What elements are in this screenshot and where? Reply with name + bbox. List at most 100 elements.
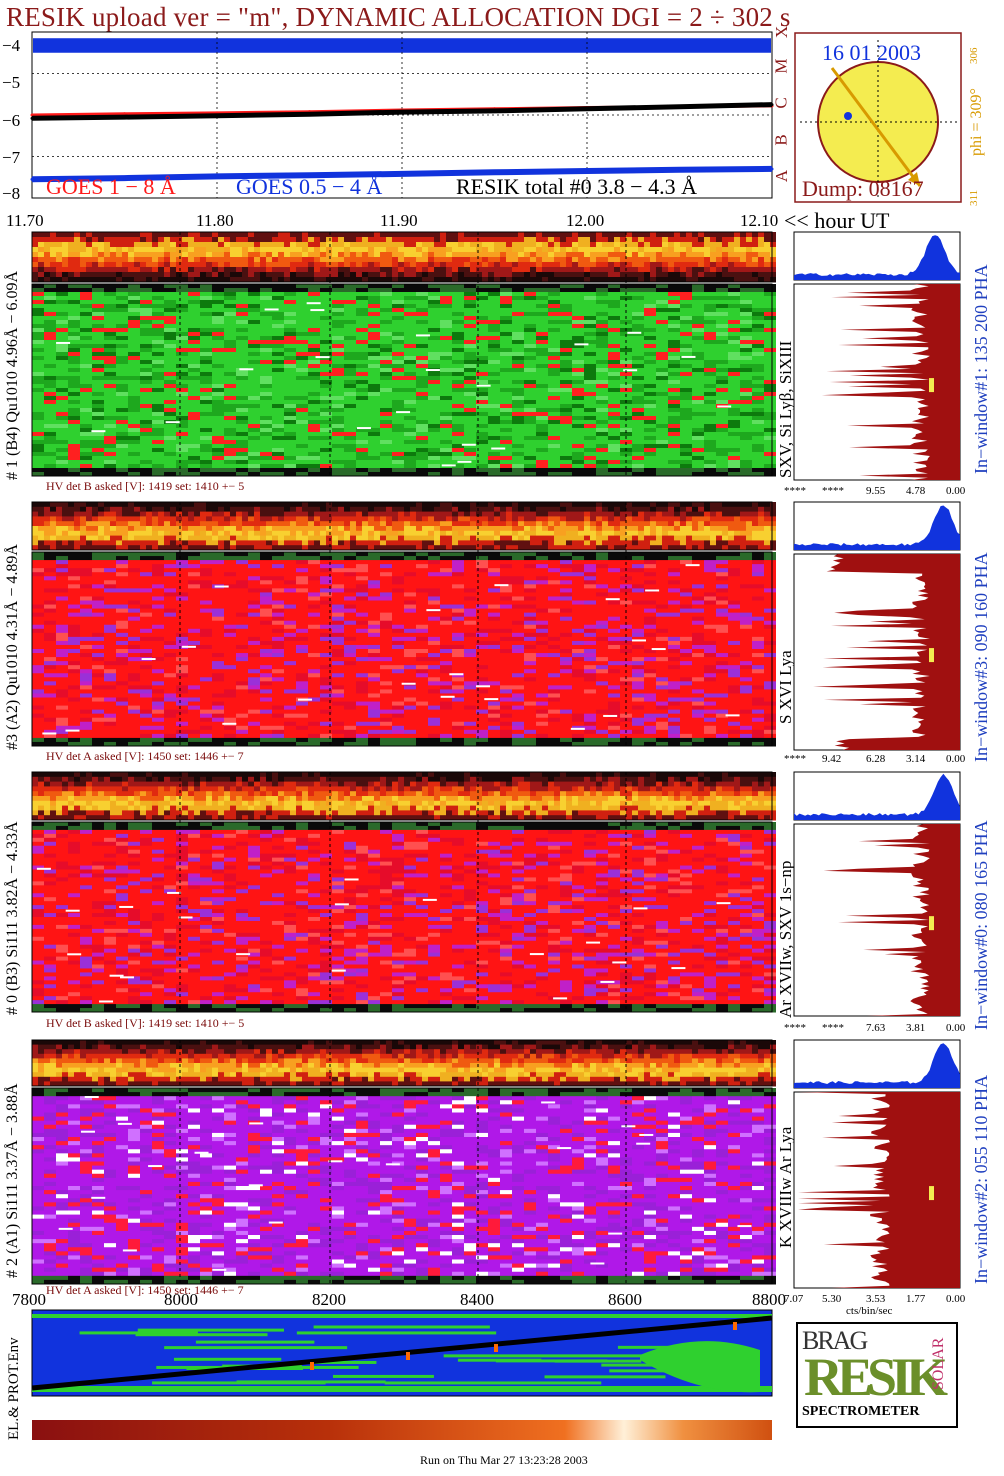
lightcurve-cell [728, 237, 734, 243]
spectral-cell [248, 336, 260, 341]
spectral-cell [476, 396, 488, 401]
lightcurve-cell [740, 237, 746, 243]
spectral-cell [488, 376, 500, 381]
spectral-cell [656, 356, 668, 361]
spectral-cell [488, 352, 500, 357]
spectral-cell [440, 396, 452, 401]
spectral-cell [656, 348, 668, 353]
spectral-cell [68, 360, 80, 365]
spectral-cell [548, 336, 560, 341]
spectral-cell [272, 436, 284, 441]
spectral-cell [740, 424, 752, 429]
lightcurve-cell [620, 516, 626, 522]
spectral-cell [296, 436, 308, 441]
spectral-cell [368, 336, 380, 341]
spectral-cell [644, 464, 656, 469]
spectral-cell [668, 348, 680, 353]
lightcurve-cell [44, 272, 50, 278]
spectral-cell [284, 460, 296, 465]
spectral-cell [596, 340, 608, 345]
lightcurve-cell [200, 242, 206, 248]
lightcurve-cell [722, 506, 728, 513]
spectral-cell [440, 412, 452, 417]
spectral-cell [464, 444, 476, 449]
lightcurve-cell [506, 511, 512, 517]
lightcurve-cell [350, 232, 356, 238]
spectral-cell [440, 376, 452, 381]
lightcurve-cell [566, 502, 572, 508]
spectral-cell [392, 316, 404, 321]
lightcurve-cell [536, 237, 542, 243]
spectral-cell [548, 312, 560, 317]
spectral-cell [248, 312, 260, 317]
lightcurve-cell [494, 252, 500, 258]
spectral-cell [104, 384, 116, 389]
spectral-cell [32, 364, 44, 369]
spectral-cell [512, 368, 524, 373]
spectral-cell [296, 440, 308, 445]
spectral-cell [368, 440, 380, 445]
spectral-cell [656, 336, 668, 341]
spectral-cell [464, 328, 476, 333]
spectral-cell [320, 292, 332, 297]
spectral-cell [680, 360, 692, 365]
spectral-cell [260, 424, 272, 429]
lightcurve-cell [494, 526, 500, 532]
spectral-cell [92, 460, 104, 465]
spectral-cell [248, 432, 260, 437]
spectral-cell [440, 392, 452, 397]
spectral-cell [332, 328, 344, 333]
spectral-cell [524, 288, 536, 293]
spectral-cell [332, 340, 344, 345]
lightcurve-cell [650, 247, 656, 253]
spectral-cell [572, 320, 584, 325]
spectral-cell [308, 312, 320, 317]
spectral-cell [308, 292, 320, 297]
spectral-cell [380, 432, 392, 437]
spectral-cell [476, 448, 488, 453]
spectral-cell [68, 328, 80, 333]
spectral-cell [572, 288, 584, 293]
lightcurve-cell [392, 247, 398, 253]
spectral-cell [596, 352, 608, 357]
spectral-cell [164, 364, 176, 369]
lightcurve-cell [686, 521, 692, 527]
spectral-cell [380, 296, 392, 301]
spectral-cell [176, 328, 188, 333]
lightcurve-cell [86, 232, 92, 238]
spectral-cell [80, 376, 92, 381]
spectral-cell [668, 404, 680, 409]
spectral-cell [152, 364, 164, 369]
spectral-cell [512, 388, 524, 393]
spectral-cell [116, 368, 128, 373]
spectral-cell [608, 408, 620, 413]
spectral-cell [344, 460, 356, 465]
lightcurve-cell [188, 502, 194, 508]
lightcurve-cell [602, 232, 608, 238]
lightcurve-cell [62, 247, 68, 253]
lightcurve-cell [224, 272, 230, 278]
spectral-cell [764, 316, 776, 321]
spectral-cell [524, 408, 536, 413]
lightcurve-cell [326, 237, 332, 243]
spectral-cell [404, 468, 416, 473]
spectral-cell [692, 452, 704, 457]
spectral-cell [704, 412, 716, 417]
spectral-cell [620, 360, 632, 365]
lightcurve-cell [356, 262, 362, 268]
spectral-cell [500, 300, 512, 305]
lightcurve-cell [488, 277, 494, 283]
lightcurve-cell [668, 267, 674, 273]
spectral-cell [296, 444, 308, 449]
spectral-cell [572, 468, 584, 473]
lightcurve-cell [476, 516, 482, 522]
spectral-cell [548, 320, 560, 325]
lightcurve-cell [512, 247, 518, 253]
spectral-cell [104, 300, 116, 305]
spectral-cell [608, 348, 620, 353]
spectral-cell [32, 352, 44, 357]
spectral-cell [440, 428, 452, 433]
spectral-cell [536, 320, 548, 325]
spectral-cell [476, 344, 488, 349]
spectral-cell [464, 288, 476, 293]
